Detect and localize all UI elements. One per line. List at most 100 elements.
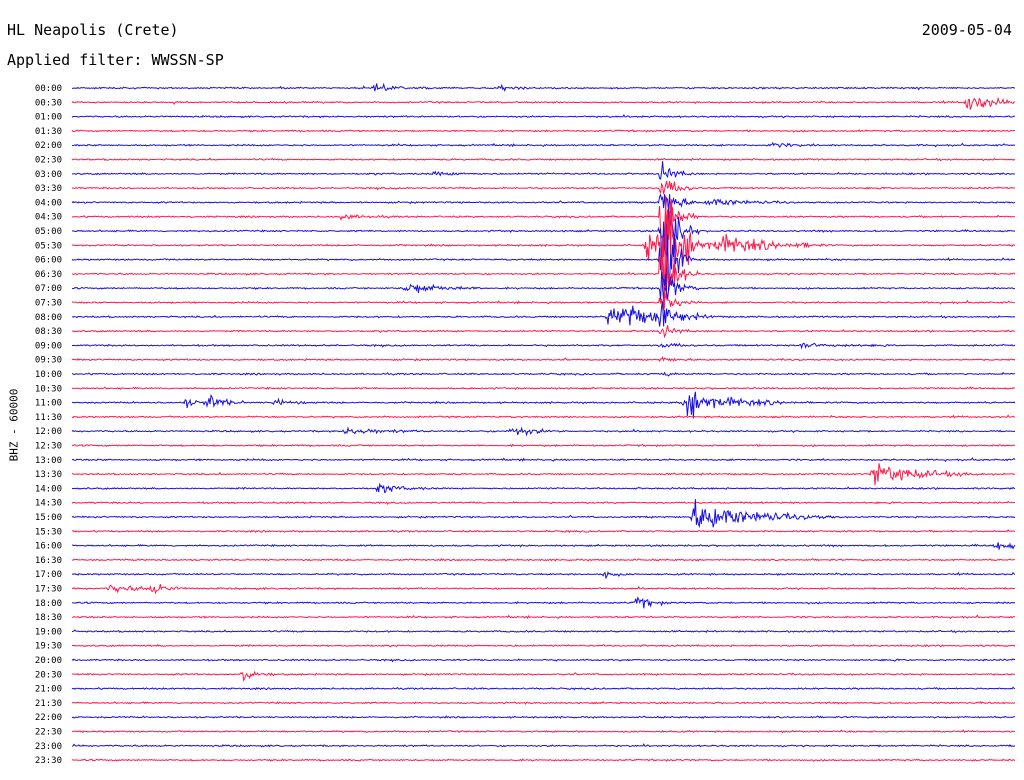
row-label: 00:00 xyxy=(35,84,62,94)
row-label: 04:00 xyxy=(35,198,62,208)
trace-row-0800 xyxy=(71,301,1016,327)
row-label: 21:30 xyxy=(35,699,62,709)
trace-row-0500 xyxy=(71,210,1016,263)
trace-row-2030 xyxy=(71,670,1016,682)
trace-row-0330 xyxy=(71,180,1016,195)
trace-row-0900 xyxy=(71,342,1016,350)
trace-row-1200 xyxy=(71,426,1016,437)
row-label: 15:30 xyxy=(35,527,62,537)
row-label: 22:00 xyxy=(35,713,62,723)
trace-row-1000 xyxy=(72,371,1016,377)
row-label: 13:00 xyxy=(35,456,62,466)
row-label: 01:00 xyxy=(35,113,62,123)
trace-row-2000 xyxy=(71,658,1016,663)
row-label: 03:00 xyxy=(35,170,62,180)
row-label: 04:30 xyxy=(35,213,62,223)
trace-row-1130 xyxy=(71,414,1016,419)
row-label: 13:30 xyxy=(35,470,62,480)
trace-row-2330 xyxy=(71,758,1016,762)
trace-row-1030 xyxy=(71,386,1016,391)
trace-group xyxy=(71,82,1016,762)
row-label: 11:00 xyxy=(35,399,62,409)
trace-row-1430 xyxy=(71,500,1016,506)
row-label: 17:30 xyxy=(35,585,62,595)
row-label: 18:30 xyxy=(35,613,62,623)
row-label: 19:30 xyxy=(35,642,62,652)
filter-label: Applied filter: WWSSN-SP xyxy=(7,51,224,69)
row-label: 15:00 xyxy=(35,513,62,523)
row-label: 22:30 xyxy=(35,728,62,738)
trace-row-0700 xyxy=(71,271,1016,300)
trace-row-1700 xyxy=(71,571,1016,580)
row-label: 17:00 xyxy=(35,570,62,580)
trace-row-1900 xyxy=(71,629,1016,634)
trace-row-0730 xyxy=(71,289,1016,309)
row-label: 14:00 xyxy=(35,484,62,494)
row-label: 09:00 xyxy=(35,341,62,351)
row-label: 07:30 xyxy=(35,299,62,309)
trace-row-0300 xyxy=(71,161,1016,180)
trace-row-0630 xyxy=(71,255,1016,288)
trace-row-1600 xyxy=(71,542,1016,550)
row-label: 05:30 xyxy=(35,241,62,251)
trace-row-0400 xyxy=(71,193,1016,213)
row-label: 23:00 xyxy=(35,742,62,752)
row-label: 06:30 xyxy=(35,270,62,280)
trace-row-0430 xyxy=(71,201,1016,258)
trace-row-1630 xyxy=(71,557,1016,562)
trace-row-0000 xyxy=(72,82,1016,93)
row-label: 19:00 xyxy=(35,627,62,637)
row-label: 02:30 xyxy=(35,156,62,166)
row-label: 12:00 xyxy=(35,427,62,437)
trace-row-1300 xyxy=(71,457,1016,462)
row-label: 07:00 xyxy=(35,284,62,294)
row-label: 10:00 xyxy=(35,370,62,380)
record-date: 2009-05-04 xyxy=(921,21,1012,39)
trace-row-1800 xyxy=(71,596,1016,609)
trace-row-0830 xyxy=(71,325,1016,339)
row-label: 14:30 xyxy=(35,499,62,509)
trace-row-1100 xyxy=(71,391,1016,419)
row-label: 16:30 xyxy=(35,556,62,566)
trace-row-1400 xyxy=(71,482,1016,494)
row-label: 00:30 xyxy=(35,98,62,108)
trace-row-2100 xyxy=(71,686,1016,691)
row-label: 20:30 xyxy=(35,670,62,680)
trace-row-2230 xyxy=(71,729,1016,734)
trace-row-0200 xyxy=(71,141,1016,148)
trace-row-1530 xyxy=(72,529,1016,534)
trace-row-0130 xyxy=(71,129,1015,133)
trace-row-1930 xyxy=(72,643,1016,648)
row-label: 16:00 xyxy=(35,542,62,552)
row-label: 05:00 xyxy=(35,227,62,237)
row-label: 02:00 xyxy=(35,141,62,151)
row-label: 10:30 xyxy=(35,384,62,394)
trace-row-2200 xyxy=(71,715,1016,720)
trace-row-0100 xyxy=(71,114,1016,119)
trace-row-1500 xyxy=(71,499,1016,529)
row-label-group: 00:00 00:30 01:00 01:30 02:00 02:30 03:00 03:30… xyxy=(35,84,62,766)
trace-row-1830 xyxy=(71,614,1016,620)
row-label: 11:30 xyxy=(35,413,62,423)
row-label: 20:00 xyxy=(35,656,62,666)
row-label: 06:00 xyxy=(35,256,62,266)
trace-row-1730 xyxy=(71,583,1016,595)
trace-row-0530 xyxy=(71,195,1016,311)
row-label: 08:30 xyxy=(35,327,62,337)
row-label: 12:30 xyxy=(35,442,62,452)
trace-row-1230 xyxy=(71,443,1016,448)
station-title: HL Neapolis (Crete) xyxy=(7,21,179,39)
row-label: 01:30 xyxy=(35,127,62,137)
row-label: 18:00 xyxy=(35,599,62,609)
row-label: 03:30 xyxy=(35,184,62,194)
trace-row-0030 xyxy=(71,96,1016,110)
trace-row-0600 xyxy=(71,234,1016,300)
row-label: 21:00 xyxy=(35,685,62,695)
trace-row-2300 xyxy=(71,743,1016,748)
trace-row-0930 xyxy=(71,355,1016,363)
row-label: 23:30 xyxy=(35,756,62,766)
row-label: 09:30 xyxy=(35,356,62,366)
trace-row-1330 xyxy=(71,463,1016,486)
trace-row-0230 xyxy=(71,157,1016,162)
